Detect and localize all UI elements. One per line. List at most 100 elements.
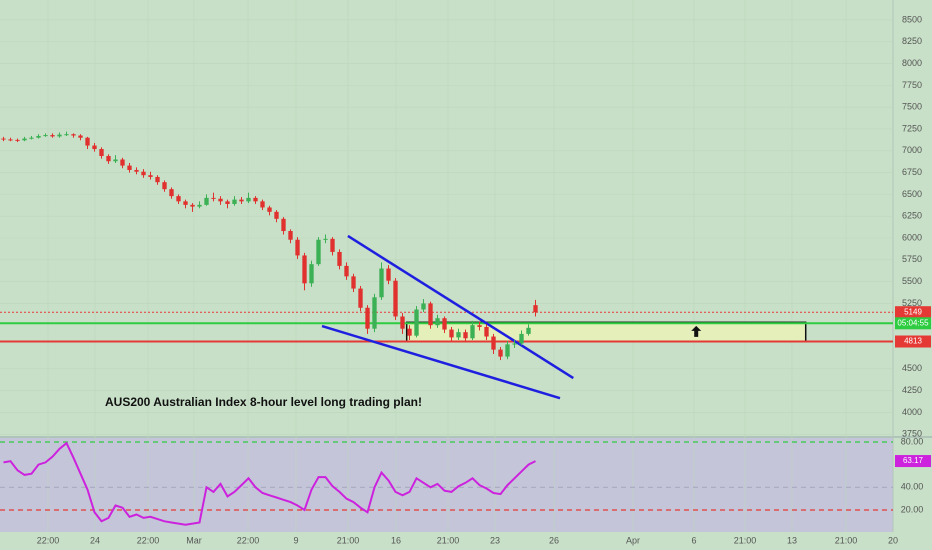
candle-body: [218, 198, 223, 202]
countdown-tag: [895, 317, 931, 330]
candle-body: [99, 149, 104, 157]
candle-body: [29, 137, 34, 139]
y-tick-label: 6000: [902, 232, 922, 242]
candle-body: [127, 165, 132, 170]
value-tag-label: 63.17: [903, 456, 924, 465]
candle-body: [176, 196, 181, 202]
y-tick-label: 4000: [902, 407, 922, 417]
y-tick-label: 7250: [902, 123, 922, 133]
candle-body: [1, 138, 6, 140]
price-tag-label: 5149: [904, 307, 922, 316]
candle-body: [8, 139, 13, 141]
candle-body: [204, 197, 209, 205]
candle-body: [470, 325, 475, 339]
candle-body: [211, 197, 216, 199]
price-tag-label: 4813: [904, 337, 922, 346]
candle-body: [526, 327, 531, 334]
candle-body: [505, 344, 510, 357]
y-tick-label: 7750: [902, 80, 922, 90]
y-tick-label: 6750: [902, 167, 922, 177]
candle-body: [92, 145, 97, 150]
candle-body: [134, 169, 139, 172]
x-tick-label: 16: [391, 535, 401, 545]
candle-body: [519, 333, 524, 344]
candle-body: [246, 197, 251, 202]
x-tick-label: 23: [490, 535, 500, 545]
candle-body: [281, 218, 286, 232]
candle-body: [386, 268, 391, 281]
candle-body: [477, 325, 482, 327]
candle-body: [295, 239, 300, 256]
candle-body: [78, 135, 83, 138]
y-tick-label: 8000: [902, 58, 922, 68]
rsi-line: [3, 441, 536, 526]
candle-body: [337, 251, 342, 266]
candle-body: [302, 255, 307, 284]
candle-body: [57, 134, 62, 137]
x-tick-label: Mar: [186, 535, 202, 545]
value-tag: [895, 455, 931, 468]
x-tick-label: 13: [787, 535, 797, 545]
candle-body: [309, 264, 314, 284]
candle-body: [267, 207, 272, 212]
x-tick-label: 9: [294, 535, 299, 545]
x-tick-label: 22:00: [137, 535, 160, 545]
candle-body: [169, 189, 174, 197]
candle-body: [393, 280, 398, 317]
candle-body: [435, 318, 440, 326]
y-tick-label: 7500: [902, 102, 922, 112]
y-tick-label: 3750: [902, 429, 922, 439]
candle-body: [428, 303, 433, 326]
candle-body: [36, 135, 41, 138]
candle-body: [407, 328, 412, 336]
y-tick-label: 8500: [902, 14, 922, 24]
candle-body: [155, 176, 160, 183]
y-tick-label: 6250: [902, 211, 922, 221]
x-tick-label: 24: [90, 535, 100, 545]
candle-body: [365, 307, 370, 329]
candle-body: [148, 175, 153, 177]
candle-body: [15, 139, 20, 141]
candle-body: [225, 201, 230, 204]
candle-body: [43, 135, 48, 137]
y-tick-label: 5500: [902, 276, 922, 286]
price-tag: [895, 335, 931, 348]
candle-body: [491, 336, 496, 350]
candle-body: [330, 238, 335, 252]
candle-body: [260, 201, 265, 208]
candle-body: [421, 303, 426, 310]
y-tick-label: 4250: [902, 385, 922, 395]
candle-body: [379, 268, 384, 298]
x-tick-label: 21:00: [337, 535, 360, 545]
y-tick-label: 5750: [902, 254, 922, 264]
x-tick-label: 21:00: [734, 535, 757, 545]
x-tick-label: 22:00: [237, 535, 260, 545]
candle-body: [288, 231, 293, 240]
candle-body: [533, 305, 538, 313]
candle-body: [484, 326, 489, 337]
candle-body: [232, 199, 237, 204]
candle-body: [106, 156, 111, 162]
candle-body: [141, 171, 146, 176]
x-tick-label: 21:00: [835, 535, 858, 545]
candle-body: [183, 201, 188, 205]
candle-body: [120, 159, 125, 166]
candle-body: [197, 204, 202, 207]
y-tick-label: 8250: [902, 36, 922, 46]
candle-body: [190, 204, 195, 207]
candle-body: [344, 265, 349, 277]
candle-body: [316, 239, 321, 265]
candle-body: [253, 197, 258, 202]
annotation: AUS200 Australian Index 8-hour level lon…: [105, 395, 422, 409]
candle-body: [351, 276, 356, 289]
candle-body: [64, 134, 69, 136]
candle-body: [372, 297, 377, 329]
y-tick-label: 5250: [902, 298, 922, 308]
candle-body: [449, 329, 454, 338]
y-tick-label: 4500: [902, 363, 922, 373]
y-tick-label: 20.00: [901, 504, 924, 514]
trendline: [321, 324, 561, 400]
y-tick-label: 40.00: [901, 482, 924, 492]
x-tick-label: 20: [888, 535, 898, 545]
